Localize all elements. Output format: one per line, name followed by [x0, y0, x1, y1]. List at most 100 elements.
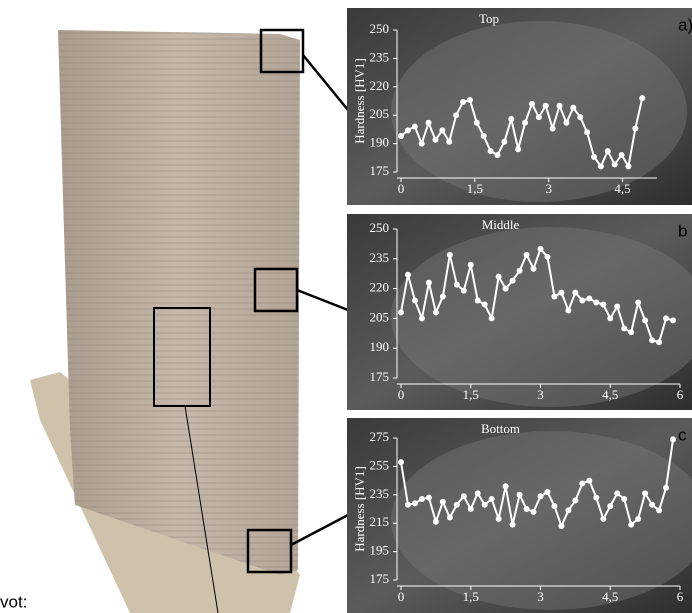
data-point: [510, 522, 516, 528]
data-point: [496, 274, 502, 280]
data-point: [517, 268, 523, 274]
data-point: [481, 133, 487, 139]
y-axis-label: Hardness [HV1]: [352, 58, 367, 144]
y-tick-label: 235: [370, 250, 390, 265]
data-point: [440, 499, 446, 505]
data-point: [433, 519, 439, 525]
y-tick-label: 190: [370, 339, 390, 354]
chart-title: Middle: [482, 217, 520, 232]
data-point: [586, 296, 592, 302]
data-point: [579, 298, 585, 304]
data-point: [607, 503, 613, 509]
data-point: [538, 493, 544, 499]
data-point: [446, 139, 452, 145]
data-point: [565, 307, 571, 313]
chart-title: Bottom: [481, 421, 520, 436]
data-point: [489, 315, 495, 321]
data-point: [628, 329, 634, 335]
y-tick-label: 275: [370, 429, 390, 444]
data-point: [557, 103, 563, 109]
data-point: [639, 95, 645, 101]
data-point: [621, 325, 627, 331]
data-point: [405, 127, 411, 133]
data-point: [538, 246, 544, 252]
y-tick-label: 235: [370, 49, 390, 64]
data-point: [419, 141, 425, 147]
data-point: [419, 496, 425, 502]
data-point: [510, 278, 516, 284]
data-point: [440, 294, 446, 300]
data-point: [515, 146, 521, 152]
data-point: [635, 300, 641, 306]
x-tick-label: 1,5: [467, 181, 483, 196]
data-point: [426, 120, 432, 126]
data-point: [453, 112, 459, 118]
data-point: [642, 490, 648, 496]
data-point: [439, 127, 445, 133]
data-point: [598, 163, 604, 169]
data-point: [577, 114, 583, 120]
data-point: [663, 485, 669, 491]
data-point: [405, 272, 411, 278]
x-tick-label: 3: [537, 387, 544, 402]
data-point: [412, 500, 418, 506]
data-point: [649, 502, 655, 508]
specimen: [391, 21, 687, 202]
caption: vot:: [0, 592, 27, 611]
data-point: [447, 515, 453, 521]
data-point: [586, 478, 592, 484]
data-point: [454, 282, 460, 288]
data-point: [563, 120, 569, 126]
y-tick-label: 250: [370, 21, 390, 36]
panel-label: a): [678, 15, 692, 34]
y-tick-label: 195: [370, 543, 390, 558]
data-point: [536, 114, 542, 120]
figure: vot: 17519020522023525001,534,5Topa)Hard…: [0, 0, 692, 613]
data-point: [544, 254, 550, 260]
data-point: [468, 262, 474, 268]
y-tick-label: 220: [370, 78, 390, 93]
data-point: [600, 516, 606, 522]
data-point: [517, 492, 523, 498]
data-point: [619, 152, 625, 158]
data-point: [584, 129, 590, 135]
data-point: [496, 516, 502, 522]
data-point: [522, 120, 528, 126]
data-point: [475, 490, 481, 496]
y-tick-label: 190: [370, 135, 390, 150]
panel-label: b: [678, 221, 687, 240]
data-point: [591, 154, 597, 160]
data-point: [426, 495, 432, 501]
y-tick-label: 175: [370, 369, 390, 384]
y-tick-label: 235: [370, 486, 390, 501]
data-point: [454, 502, 460, 508]
x-tick-label: 6: [677, 589, 684, 604]
data-point: [628, 522, 634, 528]
x-tick-label: 1,5: [463, 387, 479, 402]
data-point: [614, 490, 620, 496]
data-point: [605, 148, 611, 154]
data-point: [625, 163, 631, 169]
data-point: [543, 103, 549, 109]
data-point: [529, 101, 535, 107]
x-tick-label: 3: [537, 589, 544, 604]
data-point: [524, 252, 530, 258]
x-tick-label: 1,5: [463, 589, 479, 604]
data-point: [558, 523, 564, 529]
data-point: [460, 99, 466, 105]
data-point: [572, 290, 578, 296]
data-point: [503, 286, 509, 292]
data-point: [405, 502, 411, 508]
data-point: [426, 280, 432, 286]
data-point: [550, 125, 556, 131]
data-point: [489, 496, 495, 502]
data-point: [551, 503, 557, 509]
x-tick-label: 4,5: [602, 387, 618, 402]
data-point: [467, 97, 473, 103]
data-point: [656, 507, 662, 513]
data-point: [482, 502, 488, 508]
data-point: [600, 301, 606, 307]
data-point: [558, 290, 564, 296]
data-point: [508, 116, 514, 122]
data-point: [649, 337, 655, 343]
